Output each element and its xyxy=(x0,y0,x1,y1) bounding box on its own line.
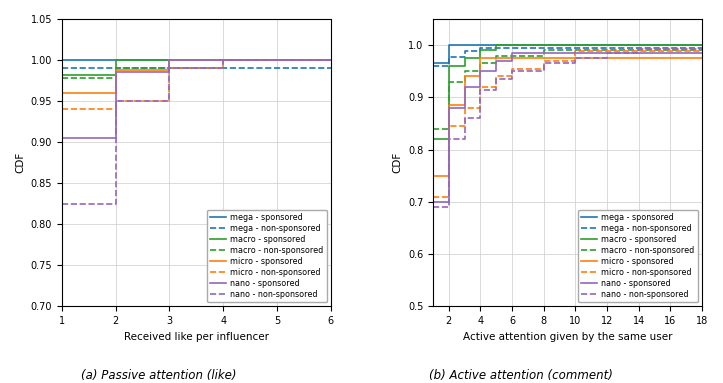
Y-axis label: CDF: CDF xyxy=(15,152,25,173)
X-axis label: Received like per influencer: Received like per influencer xyxy=(124,332,269,342)
X-axis label: Active attention given by the same user: Active attention given by the same user xyxy=(463,332,672,342)
Legend: mega - sponsored, mega - non-sponsored, macro - sponsored, macro - non-sponsored: mega - sponsored, mega - non-sponsored, … xyxy=(578,210,698,302)
Legend: mega - sponsored, mega - non-sponsored, macro - sponsored, macro - non-sponsored: mega - sponsored, mega - non-sponsored, … xyxy=(207,210,327,302)
Text: (b) Active attention (comment): (b) Active attention (comment) xyxy=(429,369,612,382)
Y-axis label: CDF: CDF xyxy=(393,152,402,173)
Text: (a) Passive attention (like): (a) Passive attention (like) xyxy=(81,369,237,382)
